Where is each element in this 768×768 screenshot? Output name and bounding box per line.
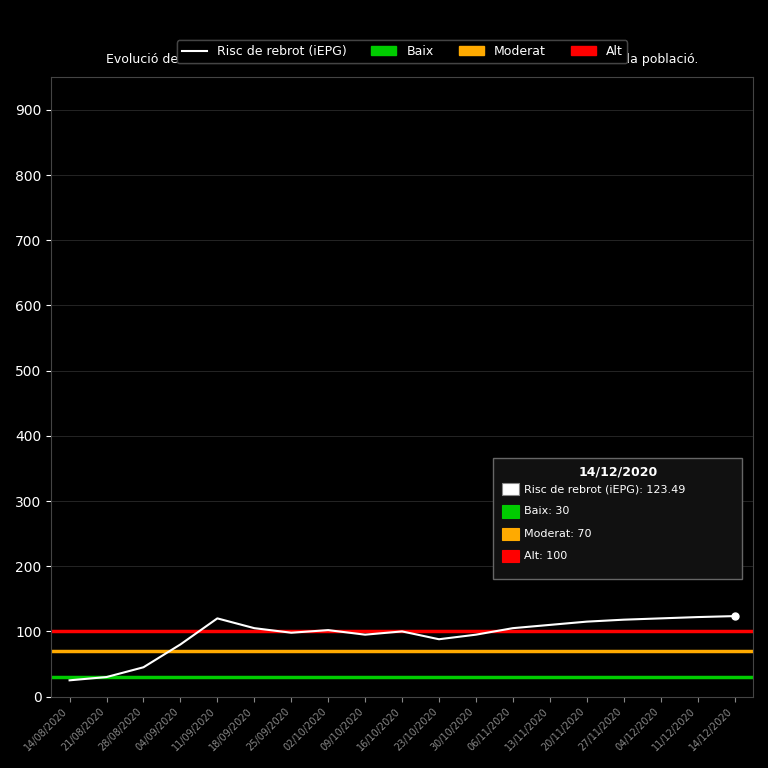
Text: Baix: 30: Baix: 30 (525, 506, 570, 516)
Legend: Risc de rebrot (iEPG), Baix, Moderat, Alt: Risc de rebrot (iEPG), Baix, Moderat, Al… (177, 40, 627, 63)
Text: Moderat: 70: Moderat: 70 (525, 528, 591, 538)
Text: 14/12/2020: 14/12/2020 (578, 465, 657, 478)
FancyBboxPatch shape (502, 505, 518, 518)
FancyBboxPatch shape (502, 483, 518, 495)
Text: Risc de rebrot (iEPG): 123.49: Risc de rebrot (iEPG): 123.49 (525, 484, 686, 494)
Title: Evolució de la tendència del risc de rebrot (iEPG) a OLESA DE MONTSERRAT a tota : Evolució de la tendència del risc de reb… (106, 54, 698, 66)
FancyBboxPatch shape (502, 528, 518, 540)
FancyBboxPatch shape (493, 458, 743, 579)
Text: Alt: 100: Alt: 100 (525, 551, 568, 561)
FancyBboxPatch shape (502, 550, 518, 562)
